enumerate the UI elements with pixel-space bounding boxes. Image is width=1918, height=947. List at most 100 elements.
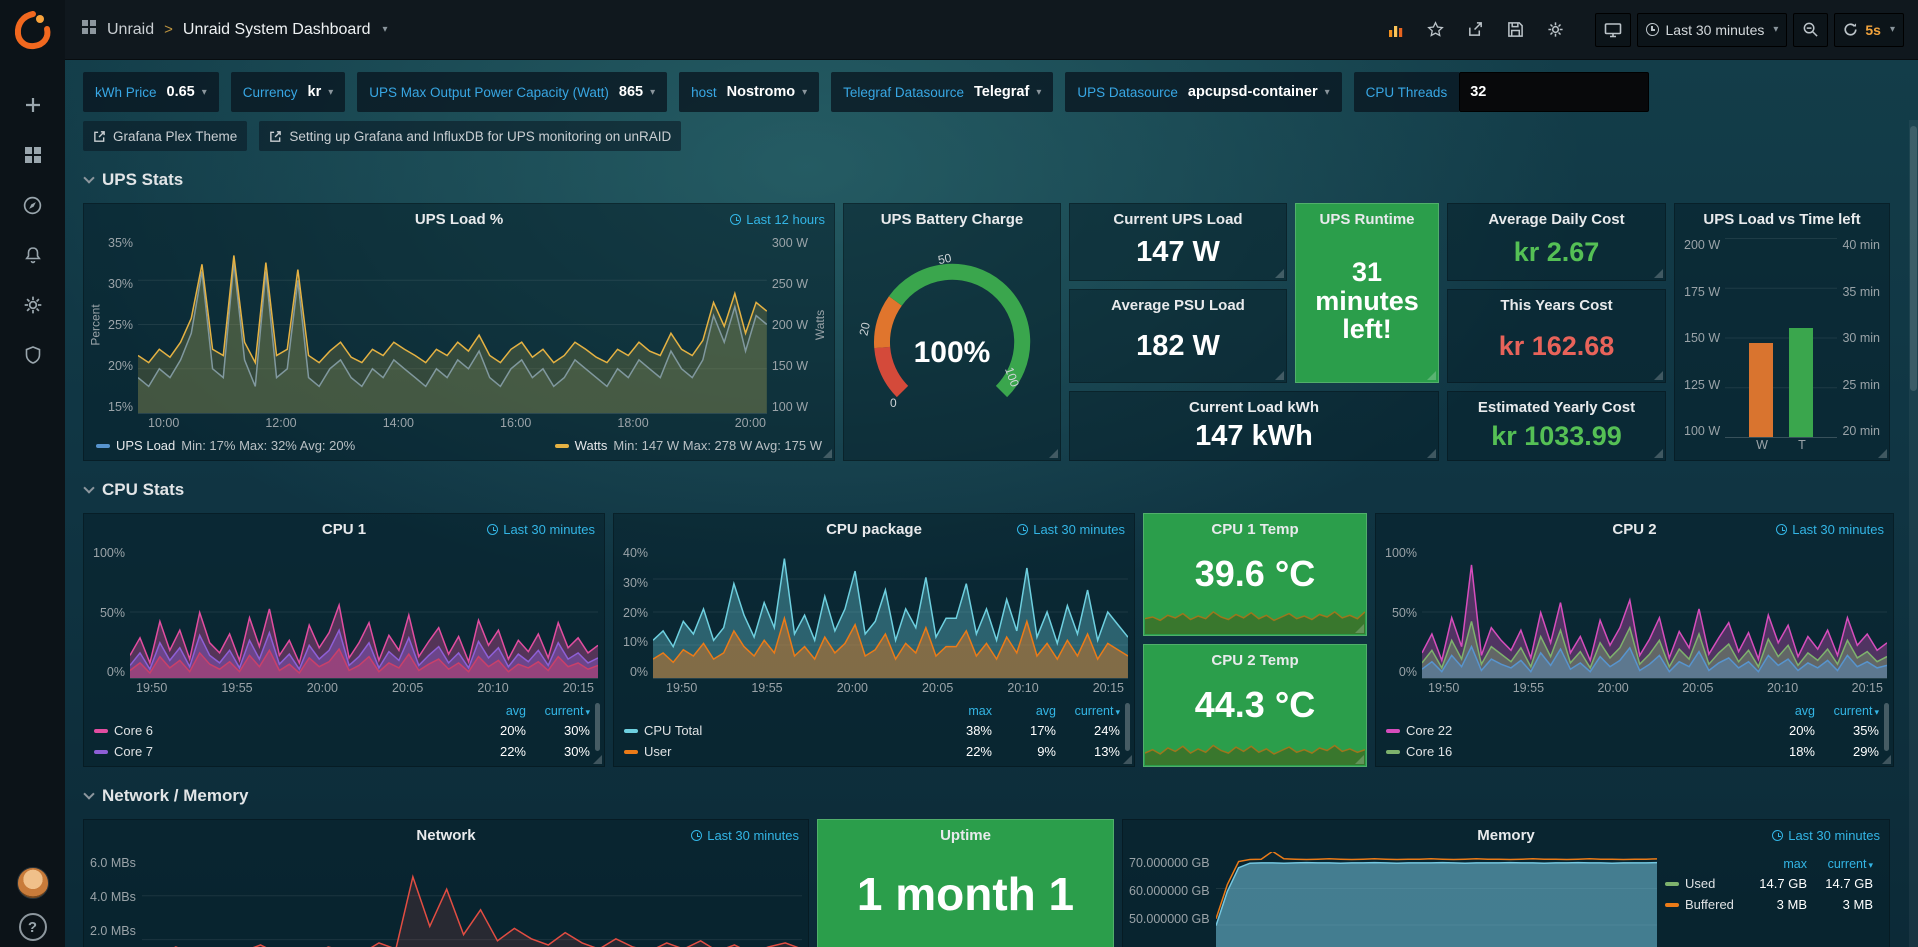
legend-row: Buffered 3 MB 3 MB — [1665, 894, 1873, 915]
legend-scrollbar[interactable] — [1884, 703, 1889, 751]
legend-scrollbar[interactable] — [595, 703, 600, 751]
panel-title[interactable]: Memory Last 30 minutes — [1123, 820, 1889, 850]
variable-host[interactable]: host Nostromo ▾ — [679, 72, 819, 112]
link-ups-monitoring-guide[interactable]: Setting up Grafana and InfluxDB for UPS … — [259, 121, 681, 151]
legend-series[interactable]: User — [624, 744, 928, 759]
breadcrumb-dashboard-title[interactable]: Unraid System Dashboard — [183, 21, 371, 39]
battery-charge-value: 100% — [852, 336, 1052, 370]
cpu2-chart[interactable] — [1422, 546, 1887, 679]
save-dashboard-button[interactable] — [1499, 13, 1533, 47]
scrollbar-thumb[interactable] — [1910, 126, 1917, 391]
legend-item-watts[interactable]: Watts Min: 147 W Max: 278 W Avg: 175 W — [555, 438, 822, 453]
legend-scrollbar[interactable] — [1125, 703, 1130, 751]
variable-telegraf-datasource[interactable]: Telegraf Datasource Telegraf ▾ — [831, 72, 1053, 112]
share-dashboard-button[interactable] — [1459, 13, 1493, 47]
legend-item-ups-load[interactable]: UPS Load Min: 17% Max: 32% Avg: 20% — [96, 438, 355, 453]
legend-series[interactable]: CPU Total — [624, 723, 928, 738]
legend-col-max[interactable]: max — [1741, 857, 1807, 871]
panel-time-range[interactable]: Last 30 minutes — [487, 514, 595, 544]
cpu1-chart[interactable] — [130, 546, 598, 679]
legend-col-avg[interactable]: avg — [1751, 704, 1815, 718]
memory-chart[interactable] — [1216, 852, 1657, 947]
panel-title[interactable]: Network Last 30 minutes — [84, 820, 808, 850]
legend-col-avg[interactable]: avg — [992, 704, 1056, 718]
sidebar-item-alerting[interactable] — [0, 230, 65, 280]
cpu-threads-label-pill: CPU Threads — [1354, 72, 1460, 112]
legend-series[interactable]: Buffered — [1665, 897, 1741, 912]
add-panel-button[interactable] — [1379, 13, 1413, 47]
tick-label: 2.0 MBs — [90, 924, 136, 947]
chevron-down-icon[interactable]: ▾ — [383, 24, 388, 35]
star-dashboard-button[interactable] — [1419, 13, 1453, 47]
user-avatar[interactable] — [17, 867, 49, 899]
cpu-package-chart[interactable] — [653, 546, 1128, 679]
variable-ups-datasource[interactable]: UPS Datasource apcupsd-container ▾ — [1065, 72, 1341, 112]
panel-time-range[interactable]: Last 30 minutes — [1017, 514, 1125, 544]
section-header-network-memory[interactable]: Network / Memory — [85, 783, 1902, 809]
section-header-cpu-stats[interactable]: CPU Stats — [85, 477, 1902, 503]
bar-time-left[interactable] — [1789, 328, 1813, 437]
sidebar-item-create[interactable] — [0, 80, 65, 130]
panel-title[interactable]: UPS Load % Last 12 hours — [84, 204, 834, 234]
main-column: Unraid > Unraid System Dashboard ▾ — [65, 0, 1918, 947]
help-icon[interactable]: ? — [19, 913, 47, 941]
legend-col-current[interactable]: current — [1056, 704, 1120, 718]
link-grafana-plex-theme[interactable]: Grafana Plex Theme — [83, 121, 247, 151]
cycle-view-button[interactable] — [1595, 13, 1631, 47]
dashboard-links-row: Grafana Plex Theme Setting up Grafana an… — [83, 121, 1902, 151]
legend-series[interactable]: Core 7 — [94, 744, 462, 759]
bar-chart-plot[interactable] — [1725, 238, 1837, 438]
sidebar-item-server-admin[interactable] — [0, 330, 65, 380]
page-scrollbar[interactable] — [1909, 120, 1918, 947]
legend-col-current[interactable]: current — [526, 704, 590, 718]
tick-label: 35 min — [1842, 285, 1880, 299]
sidebar-item-explore[interactable] — [0, 180, 65, 230]
variable-ups-max-power[interactable]: UPS Max Output Power Capacity (Watt) 865… — [357, 72, 667, 112]
grafana-logo[interactable] — [11, 8, 55, 52]
chevron-down-icon: ▾ — [1773, 24, 1778, 35]
breadcrumb-folder[interactable]: Unraid — [107, 21, 154, 39]
tick-label: 0% — [630, 665, 648, 679]
legend-series[interactable]: Core 22 — [1386, 723, 1751, 738]
panel-time-range[interactable]: Last 30 minutes — [1772, 820, 1880, 850]
legend-series[interactable]: Used — [1665, 876, 1741, 891]
variable-currency[interactable]: Currency kr ▾ — [231, 72, 346, 112]
panel-title[interactable]: UPS Load vs Time left — [1675, 204, 1889, 234]
panel-title[interactable]: CPU 1 Last 30 minutes — [84, 514, 604, 544]
legend-col-max[interactable]: max — [928, 704, 992, 718]
panel-title[interactable]: CPU 2 Last 30 minutes — [1376, 514, 1893, 544]
shield-icon — [23, 345, 43, 365]
y-axis-ticks-left: 100%50%0% — [1380, 546, 1422, 679]
dashboard-settings-button[interactable] — [1539, 13, 1573, 47]
zoom-out-icon — [1802, 21, 1819, 38]
panel-title[interactable]: CPU package Last 30 minutes — [614, 514, 1134, 544]
ups-load-chart[interactable] — [138, 236, 767, 414]
sidebar-item-dashboards[interactable] — [0, 130, 65, 180]
zoom-out-button[interactable] — [1793, 13, 1828, 47]
refresh-picker[interactable]: 5s ▾ — [1834, 13, 1904, 47]
panel-time-range[interactable]: Last 12 hours — [730, 204, 825, 234]
sidebar-item-configuration[interactable] — [0, 280, 65, 330]
cpu-threads-input[interactable] — [1459, 72, 1649, 112]
panel-time-range[interactable]: Last 30 minutes — [691, 820, 799, 850]
legend-swatch — [1386, 729, 1400, 733]
panel-title[interactable]: UPS Battery Charge — [844, 204, 1060, 234]
tick-label: 19:55 — [1513, 681, 1544, 699]
legend-col-current[interactable]: current — [1807, 857, 1873, 871]
time-range-picker[interactable]: Last 30 minutes ▾ — [1637, 13, 1788, 47]
panel-time-range[interactable]: Last 30 minutes — [1776, 514, 1884, 544]
section-header-ups-stats[interactable]: UPS Stats — [85, 167, 1902, 193]
bar-watts[interactable] — [1749, 343, 1773, 437]
y-axis-label-right: Watts — [813, 236, 828, 414]
tick-label: 150 W — [772, 359, 808, 373]
variable-kwh-price[interactable]: kWh Price 0.65 ▾ — [83, 72, 219, 112]
legend-series[interactable]: Core 6 — [94, 723, 462, 738]
chevron-down-icon: ▾ — [1890, 24, 1895, 35]
y-axis-ticks-right: 300 W250 W200 W150 W100 W — [767, 236, 813, 414]
star-icon — [1427, 21, 1444, 38]
legend-series[interactable]: Core 16 — [1386, 744, 1751, 759]
legend-col-current[interactable]: current — [1815, 704, 1879, 718]
network-chart[interactable] — [142, 852, 802, 947]
legend-col-avg[interactable]: avg — [462, 704, 526, 718]
stat-value: kr 162.68 — [1448, 314, 1665, 382]
